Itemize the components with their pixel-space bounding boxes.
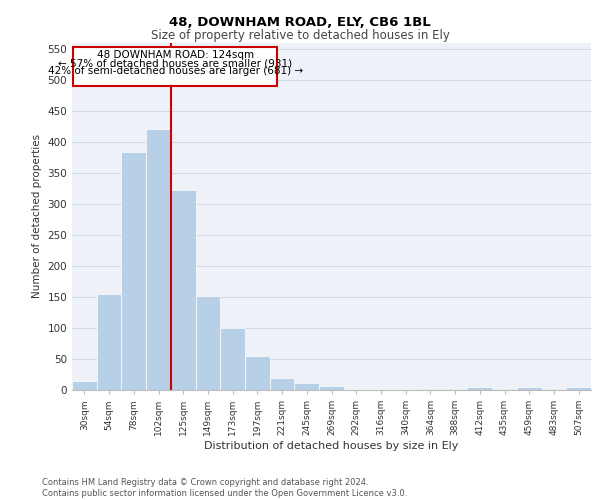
Bar (270, 378, 295, 390)
Bar (171, 190, 196, 390)
Text: 42% of semi-detached houses are larger (681) →: 42% of semi-detached houses are larger (… (47, 66, 303, 76)
Bar (344, 389, 368, 390)
Text: 48, DOWNHAM ROAD, ELY, CB6 1BL: 48, DOWNHAM ROAD, ELY, CB6 1BL (169, 16, 431, 29)
Bar (146, 130, 171, 390)
Bar (72, 380, 97, 390)
Bar (245, 356, 270, 390)
Y-axis label: Number of detached properties: Number of detached properties (32, 134, 42, 298)
Bar (97, 294, 121, 390)
Bar (368, 389, 393, 390)
Bar (295, 382, 319, 390)
Text: ← 57% of detached houses are smaller (931): ← 57% of detached houses are smaller (93… (58, 58, 292, 68)
Bar (566, 387, 591, 390)
Bar (220, 328, 245, 390)
Text: Size of property relative to detached houses in Ely: Size of property relative to detached ho… (151, 29, 449, 42)
Bar (121, 152, 146, 390)
X-axis label: Distribution of detached houses by size in Ely: Distribution of detached houses by size … (205, 441, 458, 451)
Bar (467, 387, 492, 390)
Text: Contains HM Land Registry data © Crown copyright and database right 2024.
Contai: Contains HM Land Registry data © Crown c… (42, 478, 407, 498)
Bar (319, 386, 344, 390)
Bar (517, 387, 542, 390)
Text: 48 DOWNHAM ROAD: 124sqm: 48 DOWNHAM ROAD: 124sqm (97, 50, 254, 60)
FancyBboxPatch shape (73, 47, 277, 86)
Bar (196, 296, 220, 390)
